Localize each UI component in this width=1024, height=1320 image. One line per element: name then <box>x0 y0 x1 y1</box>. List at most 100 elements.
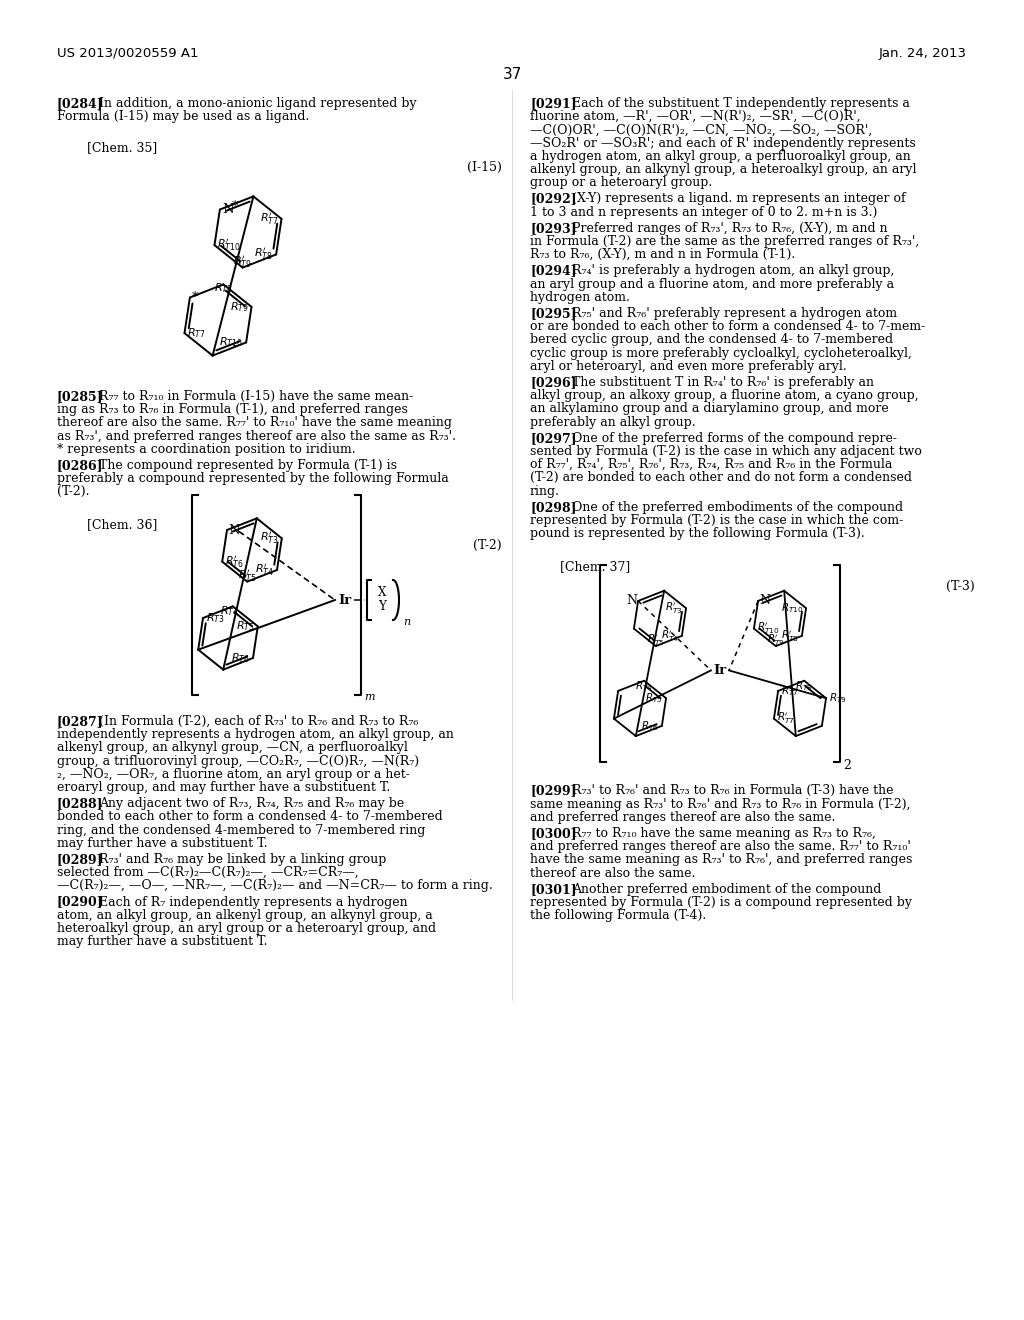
Text: and preferred ranges thereof are also the same. R₇₇' to R₇₁₀': and preferred ranges thereof are also th… <box>530 841 911 853</box>
Text: cyclic group is more preferably cycloalkyl, cycloheteroalkyl,: cyclic group is more preferably cycloalk… <box>530 347 912 359</box>
Text: ring.: ring. <box>530 484 560 498</box>
Text: (T-2) are bonded to each other and do not form a condensed: (T-2) are bonded to each other and do no… <box>530 471 912 484</box>
Text: $R_{T7}'$: $R_{T7}'$ <box>260 211 279 227</box>
Text: group or a heteroaryl group.: group or a heteroaryl group. <box>530 176 713 189</box>
Text: alkenyl group, an alkynyl group, —CN, a perfluoroalkyl: alkenyl group, an alkynyl group, —CN, a … <box>57 742 408 755</box>
Text: may further have a substituent T.: may further have a substituent T. <box>57 935 267 948</box>
Text: in Formula (T-2) are the same as the preferred ranges of R₇₃',: in Formula (T-2) are the same as the pre… <box>530 235 920 248</box>
Text: thereof are also the same.: thereof are also the same. <box>530 867 695 879</box>
Text: an aryl group and a fluorine atom, and more preferably a: an aryl group and a fluorine atom, and m… <box>530 277 894 290</box>
Text: $R_{T8}'$: $R_{T8}'$ <box>781 628 799 644</box>
Text: $R_{T10}$: $R_{T10}$ <box>219 335 243 350</box>
Text: $R_{T9}'$: $R_{T9}'$ <box>767 632 784 648</box>
Text: $R_{T10}'$: $R_{T10}'$ <box>757 620 779 636</box>
Text: selected from —C(R₇)₂—C(R₇)₂—, —CR₇=CR₇—,: selected from —C(R₇)₂—C(R₇)₂—, —CR₇=CR₇—… <box>57 866 358 879</box>
Text: [0291]: [0291] <box>530 96 577 110</box>
Text: sented by Formula (T-2) is the case in which any adjacent two: sented by Formula (T-2) is the case in w… <box>530 445 922 458</box>
Text: $R_{T9}'$: $R_{T9}'$ <box>233 253 252 269</box>
Text: $R_{T4}$: $R_{T4}$ <box>635 678 653 693</box>
Text: *: * <box>191 290 198 304</box>
Text: [0284]: [0284] <box>57 96 103 110</box>
Text: fluorine atom, —R', —OR', —N(R')₂, —SR', —C(O)R',: fluorine atom, —R', —OR', —N(R')₂, —SR',… <box>530 110 860 123</box>
Text: N: N <box>626 594 637 607</box>
Text: pound is represented by the following Formula (T-3).: pound is represented by the following Fo… <box>530 527 864 540</box>
Text: (In Formula (T-2), each of R₇₃' to R₇₆ and R₇₃ to R₇₆: (In Formula (T-2), each of R₇₃' to R₇₆ a… <box>99 715 419 729</box>
Text: [0296]: [0296] <box>530 376 577 389</box>
Text: Formula (I-15) may be used as a ligand.: Formula (I-15) may be used as a ligand. <box>57 110 309 123</box>
Text: as R₇₃', and preferred ranges thereof are also the same as R₇₃'.: as R₇₃', and preferred ranges thereof ar… <box>57 429 456 442</box>
Text: $R_{T5}$: $R_{T5}$ <box>237 619 255 634</box>
Text: The substituent T in R₇₄' to R₇₆' is preferably an: The substituent T in R₇₄' to R₇₆' is pre… <box>572 376 874 389</box>
Text: $R_{T4}$: $R_{T4}$ <box>220 605 240 618</box>
Text: same meaning as R₇₃' to R₇₆' and R₇₃ to R₇₆ in Formula (T-2),: same meaning as R₇₃' to R₇₆' and R₇₃ to … <box>530 797 910 810</box>
Text: One of the preferred forms of the compound repre-: One of the preferred forms of the compou… <box>572 432 897 445</box>
Text: R₇₃' and R₇₆ may be linked by a linking group: R₇₃' and R₇₆ may be linked by a linking … <box>99 853 386 866</box>
Text: represented by Formula (T-2) is the case in which the com-: represented by Formula (T-2) is the case… <box>530 513 903 527</box>
Text: alkyl group, an alkoxy group, a fluorine atom, a cyano group,: alkyl group, an alkoxy group, a fluorine… <box>530 389 919 403</box>
Text: bonded to each other to form a condensed 4- to 7-membered: bonded to each other to form a condensed… <box>57 810 442 824</box>
Text: 37: 37 <box>503 67 521 82</box>
Text: m: m <box>364 692 375 702</box>
Text: US 2013/0020559 A1: US 2013/0020559 A1 <box>57 48 199 59</box>
Text: R₇₇ to R₇₁₀ have the same meaning as R₇₃ to R₇₆,: R₇₇ to R₇₁₀ have the same meaning as R₇₃… <box>572 828 876 840</box>
Text: (X-Y) represents a ligand. m represents an integer of: (X-Y) represents a ligand. m represents … <box>572 193 905 206</box>
Text: 1 to 3 and n represents an integer of 0 to 2. m+n is 3.): 1 to 3 and n represents an integer of 0 … <box>530 206 878 219</box>
Text: [0290]: [0290] <box>57 895 103 908</box>
Text: $R_{T8}$: $R_{T8}$ <box>214 281 232 296</box>
Text: Another preferred embodiment of the compound: Another preferred embodiment of the comp… <box>572 883 882 896</box>
Text: $R_{T5}'$: $R_{T5}'$ <box>238 568 257 583</box>
Text: $R_{T8}$: $R_{T8}$ <box>796 678 813 693</box>
Text: aryl or heteroaryl, and even more preferably aryl.: aryl or heteroaryl, and even more prefer… <box>530 360 847 372</box>
Text: $R_{T4}'$: $R_{T4}'$ <box>662 628 679 644</box>
Text: *: * <box>231 201 239 213</box>
Text: hydrogen atom.: hydrogen atom. <box>530 290 630 304</box>
Text: [0292]: [0292] <box>530 193 577 206</box>
Text: [0289]: [0289] <box>57 853 103 866</box>
Text: the following Formula (T-4).: the following Formula (T-4). <box>530 909 707 923</box>
Text: alkenyl group, an alkynyl group, a heteroalkyl group, an aryl: alkenyl group, an alkynyl group, a heter… <box>530 162 916 176</box>
Text: [0294]: [0294] <box>530 264 577 277</box>
Text: In addition, a mono-anionic ligand represented by: In addition, a mono-anionic ligand repre… <box>99 96 417 110</box>
Text: The compound represented by Formula (T-1) is: The compound represented by Formula (T-1… <box>99 459 397 473</box>
Text: bered cyclic group, and the condensed 4- to 7-membered: bered cyclic group, and the condensed 4-… <box>530 334 893 346</box>
Text: eroaryl group, and may further have a substituent T.: eroaryl group, and may further have a su… <box>57 781 390 795</box>
Text: atom, an alkyl group, an alkenyl group, an alkynyl group, a: atom, an alkyl group, an alkenyl group, … <box>57 908 433 921</box>
Text: —C(O)OR', —C(O)N(R')₂, —CN, —NO₂, —SO₂, —SOR',: —C(O)OR', —C(O)N(R')₂, —CN, —NO₂, —SO₂, … <box>530 123 872 136</box>
Text: preferably an alkyl group.: preferably an alkyl group. <box>530 416 695 429</box>
Text: $R_{T8}'$: $R_{T8}'$ <box>254 247 273 263</box>
Text: [0299]: [0299] <box>530 784 577 797</box>
Text: —C(R₇)₂—, —O—, —NR₇—, —C(R₇)₂— and —N=CR₇— to form a ring.: —C(R₇)₂—, —O—, —NR₇—, —C(R₇)₂— and —N=CR… <box>57 879 493 892</box>
Text: group, a trifluorovinyl group, —CO₂R₇, —C(O)R₇, —N(R₇): group, a trifluorovinyl group, —CO₂R₇, —… <box>57 755 419 768</box>
Text: [0286]: [0286] <box>57 459 103 473</box>
Text: R₇₅' and R₇₆' preferably represent a hydrogen atom: R₇₅' and R₇₆' preferably represent a hyd… <box>572 308 897 319</box>
Text: R₇₃ to R₇₆, (X-Y), m and n in Formula (T-1).: R₇₃ to R₇₆, (X-Y), m and n in Formula (T… <box>530 248 796 261</box>
Text: of R₇₇', R₇₄', R₇₅', R₇₆', R₇₃, R₇₄, R₇₅ and R₇₆ in the Formula: of R₇₇', R₇₄', R₇₅', R₇₆', R₇₃, R₇₄, R₇₅… <box>530 458 892 471</box>
Text: $R_{T10}'$: $R_{T10}'$ <box>217 238 242 253</box>
Text: Y: Y <box>378 601 386 614</box>
Text: [0287]: [0287] <box>57 715 103 729</box>
Text: have the same meaning as R₇₃' to R₇₆', and preferred ranges: have the same meaning as R₇₃' to R₇₆', a… <box>530 854 912 866</box>
Text: $R_{T6}$: $R_{T6}$ <box>641 719 658 733</box>
Text: [Chem. 37]: [Chem. 37] <box>560 561 630 573</box>
Text: 2: 2 <box>843 759 851 772</box>
Text: Preferred ranges of R₇₃', R₇₃ to R₇₆, (X-Y), m and n: Preferred ranges of R₇₃', R₇₃ to R₇₆, (X… <box>572 222 888 235</box>
Text: X: X <box>378 586 386 599</box>
Text: Each of R₇ independently represents a hydrogen: Each of R₇ independently represents a hy… <box>99 895 408 908</box>
Text: [0288]: [0288] <box>57 797 103 810</box>
Text: $R_{T5}$: $R_{T5}$ <box>645 692 664 705</box>
Text: $R_{T7}$: $R_{T7}$ <box>187 326 206 341</box>
Text: thereof are also the same. R₇₇' to R₇₁₀' have the same meaning: thereof are also the same. R₇₇' to R₇₁₀'… <box>57 416 452 429</box>
Text: $R_{T3}'$: $R_{T3}'$ <box>260 531 279 546</box>
Text: —SO₂R' or —SO₃R'; and each of R' independently represents: —SO₂R' or —SO₃R'; and each of R' indepen… <box>530 136 915 149</box>
Text: [0295]: [0295] <box>530 308 577 319</box>
Text: $R_{T6}'$: $R_{T6}'$ <box>225 553 244 570</box>
Text: an alkylamino group and a diarylamino group, and more: an alkylamino group and a diarylamino gr… <box>530 403 889 416</box>
Text: R₇₄' is preferably a hydrogen atom, an alkyl group,: R₇₄' is preferably a hydrogen atom, an a… <box>572 264 894 277</box>
Text: $R_{T4}'$: $R_{T4}'$ <box>255 562 274 578</box>
Text: * represents a coordination position to iridium.: * represents a coordination position to … <box>57 442 355 455</box>
Text: $R_{T9}$: $R_{T9}$ <box>229 300 249 314</box>
Text: (T-3): (T-3) <box>946 581 975 594</box>
Text: Ir: Ir <box>714 664 727 677</box>
Text: $R_{T6}$: $R_{T6}$ <box>231 651 250 665</box>
Text: N: N <box>759 594 770 607</box>
